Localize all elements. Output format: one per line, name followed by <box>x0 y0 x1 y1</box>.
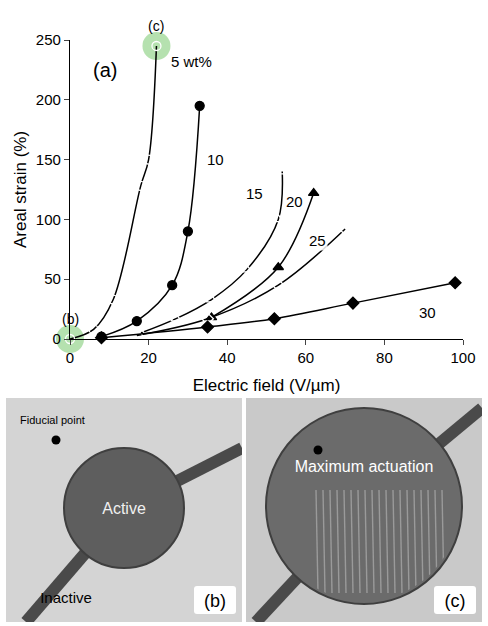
svg-text:Maximum actuation: Maximum actuation <box>295 458 434 475</box>
svg-text:40: 40 <box>219 349 236 366</box>
svg-text:30: 30 <box>419 304 436 321</box>
svg-text:(b): (b) <box>62 311 79 327</box>
svg-text:20: 20 <box>140 349 157 366</box>
svg-text:20: 20 <box>286 193 303 210</box>
svg-text:Active: Active <box>102 500 146 517</box>
svg-text:Inactive: Inactive <box>40 589 92 606</box>
svg-text:100: 100 <box>450 349 475 366</box>
svg-text:100: 100 <box>36 211 61 228</box>
svg-text:60: 60 <box>297 349 314 366</box>
svg-text:(b): (b) <box>204 591 226 611</box>
svg-text:Fiducial point: Fiducial point <box>20 414 85 426</box>
svg-text:80: 80 <box>376 349 393 366</box>
svg-text:5 wt%: 5 wt% <box>171 53 212 70</box>
svg-text:25: 25 <box>309 232 326 249</box>
svg-text:150: 150 <box>36 151 61 168</box>
svg-text:200: 200 <box>36 91 61 108</box>
svg-text:(a): (a) <box>93 59 117 81</box>
svg-text:50: 50 <box>44 270 61 287</box>
svg-text:(c): (c) <box>148 18 164 34</box>
svg-text:Electric field (V/µm): Electric field (V/µm) <box>193 376 341 395</box>
svg-text:(c): (c) <box>445 591 466 611</box>
svg-text:0: 0 <box>66 349 74 366</box>
svg-text:0: 0 <box>53 330 61 347</box>
svg-text:250: 250 <box>36 31 61 48</box>
svg-text:Areal strain (%): Areal strain (%) <box>11 131 30 248</box>
svg-text:10: 10 <box>207 151 224 168</box>
svg-text:15: 15 <box>246 185 263 202</box>
